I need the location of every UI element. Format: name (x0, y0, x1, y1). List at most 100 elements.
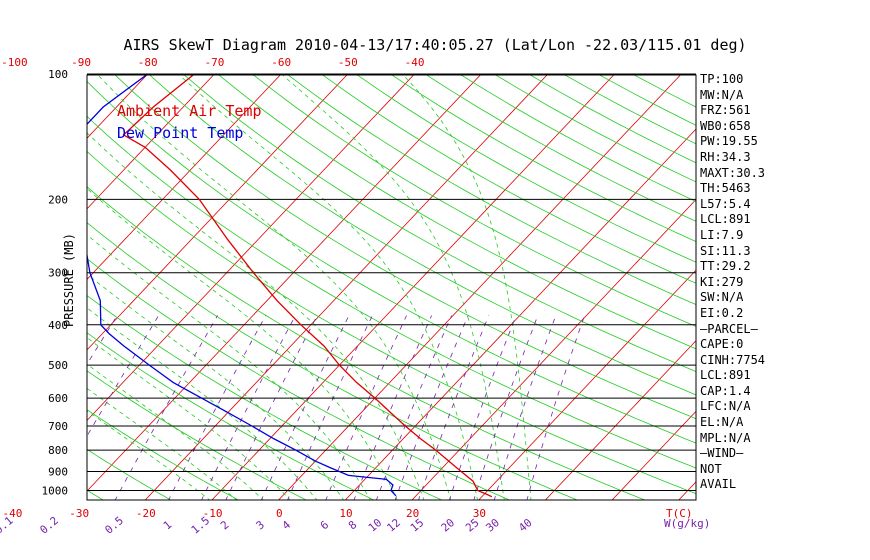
pressure-tick-label: 600 (48, 392, 68, 405)
dry-adiabat (183, 75, 696, 372)
pressure-tick-label: 1000 (42, 485, 69, 498)
bottom-tick-label: -40 (3, 507, 23, 520)
dry-adiabat (287, 75, 696, 306)
stat-line: TT:29.2 (700, 259, 751, 274)
dry-adiabat (114, 75, 696, 420)
mixing-ratio-line (261, 315, 350, 500)
stat-line: EL:N/A (700, 415, 744, 430)
stat-line: LCL:891 (700, 212, 751, 227)
isotherm-line (87, 75, 281, 280)
mixing-ratio-label: 3 (254, 518, 267, 532)
dry-adiabat (87, 489, 104, 500)
isotherm-line (211, 75, 615, 500)
top-tick-label: -50 (338, 56, 358, 69)
legend-dew-point: Dew Point Temp (117, 124, 244, 142)
top-tick-label: -90 (71, 56, 91, 69)
mixing-ratio-line (114, 315, 218, 500)
mixing-ratio-label: 0.2 (37, 514, 61, 537)
mixing-ratio-line (325, 315, 407, 500)
chart-title: AIRS SkewT Diagram 2010-04-13/17:40:05.2… (123, 36, 747, 54)
dry-adiabat (87, 186, 646, 500)
stat-line: SW:N/A (700, 290, 744, 305)
mixing-ratio-label: 40 (516, 516, 535, 534)
stat-line: TP:100 (700, 72, 744, 86)
bottom-axis-unit: T(C) (666, 507, 693, 520)
stat-line: NOT (700, 461, 722, 476)
bottom-tick-label: 10 (339, 507, 352, 520)
isotherm-line (611, 410, 696, 500)
stat-line: WB0:658 (700, 118, 751, 133)
dry-adiabat (0, 74, 37, 501)
mixing-ratio-label: 4 (280, 518, 294, 532)
top-tick-label: -80 (138, 56, 158, 69)
bottom-tick-label: 0 (276, 507, 283, 520)
stat-line: —PARCEL— (700, 321, 758, 336)
mixing-ratio-line (201, 315, 296, 500)
top-tick-label: -70 (205, 56, 225, 69)
stat-line: CAPE:0 (700, 337, 744, 352)
moist-adiabat (87, 132, 425, 500)
stat-line: PW:19.55 (700, 134, 758, 149)
legend-air-temp: Ambient Air Temp (117, 102, 262, 120)
mixing-ratio-label: 0.5 (102, 514, 126, 537)
isotherm-line (0, 65, 90, 501)
dry-adiabat (356, 75, 696, 263)
isotherm-line (0, 65, 23, 501)
mixing-ratio-line (526, 315, 585, 500)
mixing-ratio-label: 2 (218, 518, 231, 532)
stat-line: RH:34.3 (700, 149, 751, 164)
mixing-ratio-label: 20 (439, 516, 458, 534)
pressure-tick-label: 800 (48, 444, 68, 457)
stat-line: MW:N/A (700, 87, 744, 102)
top-tick-label: -60 (271, 56, 291, 69)
mixing-ratio-line (225, 315, 318, 500)
mixing-ratio-line (394, 315, 469, 500)
bottom-tick-label: 30 (473, 507, 486, 520)
moist-adiabat (87, 307, 318, 500)
dry-adiabat (218, 75, 696, 350)
moist-adiabat (178, 75, 478, 500)
dry-adiabat (87, 80, 696, 444)
isotherm-line (87, 75, 481, 492)
mixing-ratio-label: 8 (346, 518, 359, 532)
mixing-ratio-line (418, 315, 490, 500)
stats-panel: TP:100 MW:N/A FRZ:561 WB0:658 PW:19.55 RH:34.… (700, 72, 870, 493)
isotherm-line (478, 269, 696, 500)
isotherm-line (87, 75, 215, 210)
stat-line: TH:5463 (700, 181, 751, 196)
isotherm-line (144, 75, 548, 500)
stat-line: MAXT:30.3 (700, 165, 766, 180)
dry-adiabat (322, 75, 696, 284)
stat-line: SI:11.3 (700, 243, 751, 258)
pressure-tick-label: 700 (48, 420, 68, 433)
pressure-tick-label: 400 (48, 319, 68, 332)
bottom-tick-label: -20 (136, 507, 156, 520)
plot-frame (86, 74, 697, 501)
mixing-ratio-line (287, 315, 373, 500)
moist-adiabat (402, 75, 532, 500)
stat-line: —WIND— (700, 446, 744, 461)
mixing-ratio-line (87, 315, 159, 437)
air-temp-series (122, 75, 493, 498)
bottom-tick-label: 20 (406, 507, 419, 520)
mixing-ratio-label: 12 (385, 516, 404, 534)
stat-line: AVAIL (700, 477, 737, 492)
dry-adiabat (87, 115, 696, 469)
stat-line: LCL:891 (700, 368, 751, 383)
stat-line: FRZ:561 (700, 103, 751, 118)
pressure-tick-label: 100 (48, 68, 68, 81)
pressure-tick-label: 900 (48, 465, 68, 478)
top-tick-label: -100 (1, 56, 28, 69)
stat-line: MPL:N/A (700, 430, 751, 445)
pressure-tick-label: 300 (48, 267, 68, 280)
mixing-ratio-line (493, 315, 557, 500)
mixing-ratio-line (375, 315, 452, 500)
isotherm-line (87, 75, 348, 351)
mixing-ratio-line (473, 315, 539, 500)
stat-line: CAP:1.4 (700, 383, 751, 398)
pressure-tick-label: 500 (48, 359, 68, 372)
mixing-ratio-label: 10 (366, 516, 385, 534)
mixing-ratio-label: 1 (161, 518, 174, 532)
dry-adiabat (252, 75, 696, 327)
